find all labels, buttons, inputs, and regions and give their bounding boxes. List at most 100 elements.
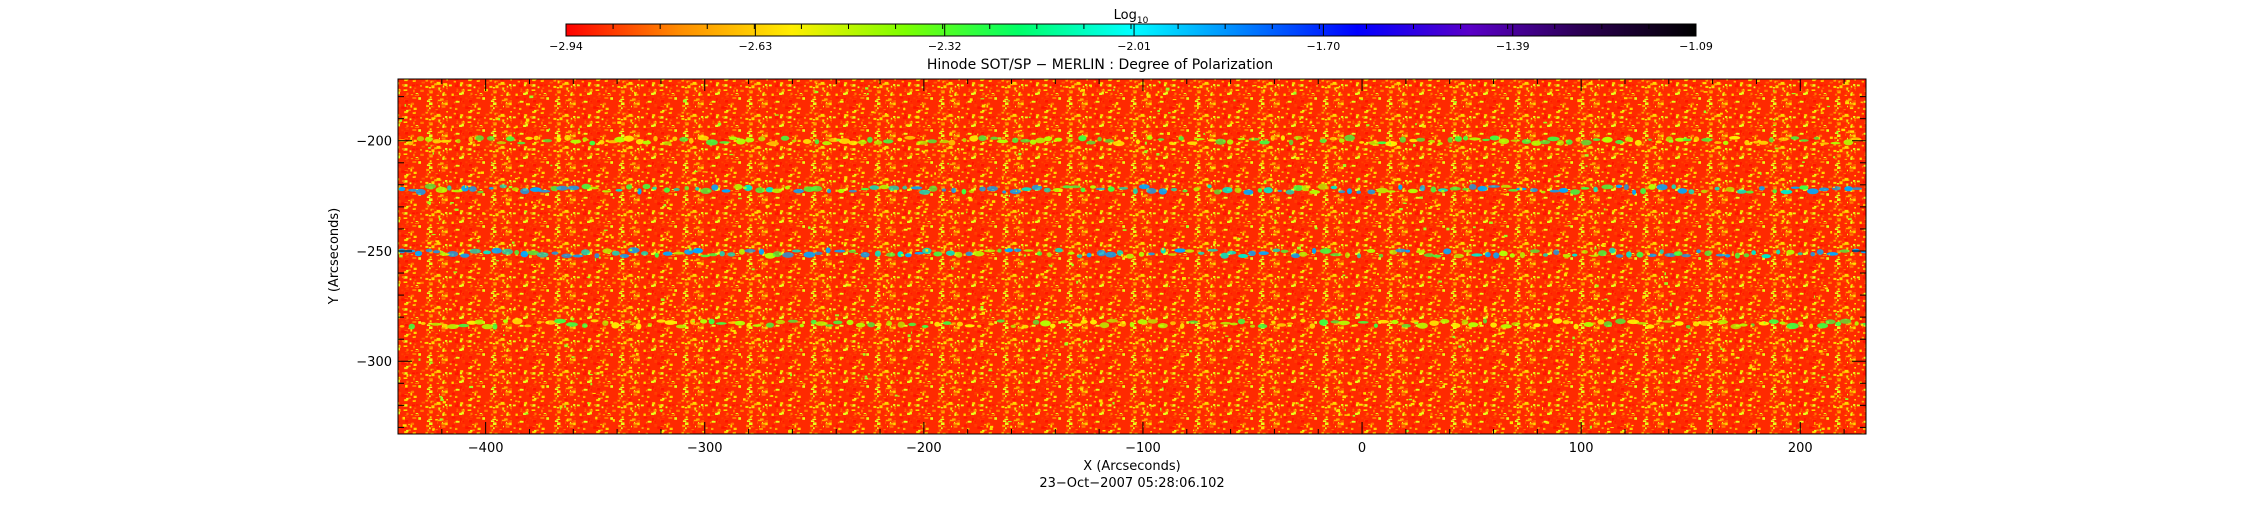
polarization-band-spot — [860, 187, 870, 191]
polarization-fleck — [1702, 82, 1707, 85]
polarization-fleck — [1251, 367, 1253, 370]
polarization-fleck — [1716, 394, 1719, 397]
polarization-fleck — [1504, 365, 1508, 367]
polarization-fleck — [580, 299, 583, 302]
polarization-fleck — [1820, 109, 1823, 112]
polarization-fleck — [1399, 208, 1403, 211]
polarization-band-spot — [1825, 319, 1836, 325]
polarization-fleck — [1720, 112, 1723, 115]
polarization-fleck — [1310, 121, 1313, 124]
polarization-band-spot — [1724, 254, 1731, 258]
polarization-band-spot — [1677, 188, 1688, 194]
polarization-band-spot — [538, 189, 551, 193]
polarization-band-spot — [1147, 319, 1159, 324]
polarization-fleck — [862, 353, 866, 356]
polarization-fleck — [1510, 124, 1514, 128]
polarization-fleck — [1494, 211, 1498, 213]
polarization-fleck — [865, 285, 867, 288]
polarization-fleck — [525, 401, 527, 404]
polarization-band-spot — [1463, 135, 1468, 141]
polarization-band-spot — [1623, 184, 1629, 191]
polarization-band-spot — [542, 139, 553, 143]
polarization-band-spot — [1415, 249, 1426, 254]
polarization-fleck — [1574, 217, 1579, 220]
polarization-fleck — [1503, 193, 1508, 196]
polarization-fleck — [1763, 322, 1766, 324]
colorbar-tick-label: −2.94 — [549, 40, 583, 53]
polarization-fleck — [882, 251, 886, 253]
polarization-fleck — [983, 308, 987, 311]
polarization-fleck — [402, 424, 407, 427]
polarization-band-spot — [874, 250, 881, 257]
polarization-fleck — [848, 168, 851, 172]
polarization-band-spot — [1220, 252, 1229, 259]
polarization-fleck — [754, 218, 758, 221]
polarization-fleck — [821, 154, 825, 156]
polarization-band-spot — [556, 136, 562, 143]
polarization-fleck — [1698, 257, 1701, 260]
polarization-fleck — [1553, 175, 1557, 178]
polarization-fleck — [877, 383, 880, 386]
polarization-fleck — [989, 309, 992, 312]
polarization-fleck — [1270, 173, 1272, 177]
polarization-band-spot — [1259, 140, 1270, 145]
polarization-fleck — [571, 317, 574, 321]
polarization-fleck — [1830, 395, 1835, 398]
polarization-fleck — [590, 382, 593, 386]
polarization-band-spot — [1207, 139, 1217, 142]
polarization-fleck — [480, 171, 484, 174]
polarization-fleck — [1425, 203, 1428, 205]
polarization-fleck — [1731, 156, 1733, 160]
polarization-band-spot — [475, 135, 484, 141]
polarization-fleck — [1616, 152, 1619, 155]
polarization-fleck — [850, 193, 854, 196]
polarization-fleck — [1261, 426, 1265, 430]
polarization-band-spot — [1839, 249, 1850, 253]
polarization-band-spot — [1540, 190, 1546, 194]
polarization-fleck — [531, 264, 534, 266]
polarization-fleck — [1856, 116, 1859, 119]
polarization-fleck — [1563, 273, 1568, 277]
polarization-fleck — [680, 115, 684, 117]
polarization-fleck — [1531, 193, 1534, 197]
polarization-fleck — [1688, 369, 1692, 372]
polarization-band-spot — [1427, 139, 1436, 143]
polarization-band-spot — [1648, 184, 1656, 190]
polarization-fleck — [1213, 241, 1217, 244]
polarization-fleck — [1712, 390, 1714, 391]
polarization-fleck — [702, 171, 706, 173]
polarization-fleck — [1781, 219, 1785, 223]
polarization-band-spot — [1626, 251, 1632, 258]
polarization-band-spot — [848, 249, 857, 253]
polarization-fleck — [900, 254, 904, 257]
polarization-band-spot — [663, 187, 671, 193]
polarization-band-spot — [1682, 138, 1692, 142]
polarization-fleck — [920, 276, 922, 280]
polarization-band-spot — [1178, 136, 1184, 141]
polarization-fleck — [1774, 147, 1778, 149]
polarization-fleck — [663, 204, 666, 207]
polarization-band-spot — [791, 249, 802, 253]
polarization-band-spot — [1105, 251, 1117, 258]
polarization-band-spot — [572, 254, 584, 258]
x-axis-label: X (Arcseconds) — [1083, 459, 1180, 474]
polarization-fleck — [627, 244, 630, 246]
polarization-band-spot — [1468, 184, 1477, 190]
polarization-band-spot — [1468, 322, 1479, 328]
polarization-band-spot — [1839, 318, 1852, 324]
polarization-fleck — [1211, 166, 1214, 170]
polarization-fleck — [982, 295, 986, 299]
polarization-band-spot — [627, 247, 640, 254]
polarization-fleck — [1841, 128, 1846, 132]
polarization-fleck — [1007, 421, 1012, 423]
y-tick-label: −250 — [356, 245, 392, 260]
polarization-fleck — [742, 275, 747, 278]
polarization-band-spot — [787, 319, 799, 323]
polarization-fleck — [798, 183, 801, 186]
polarization-fleck — [1858, 278, 1860, 280]
polarization-fleck — [1452, 371, 1454, 374]
polarization-fleck — [1625, 383, 1628, 386]
axis-ticks — [397, 79, 1866, 434]
polarization-fleck — [1094, 237, 1096, 241]
polarization-fleck — [1845, 101, 1850, 105]
